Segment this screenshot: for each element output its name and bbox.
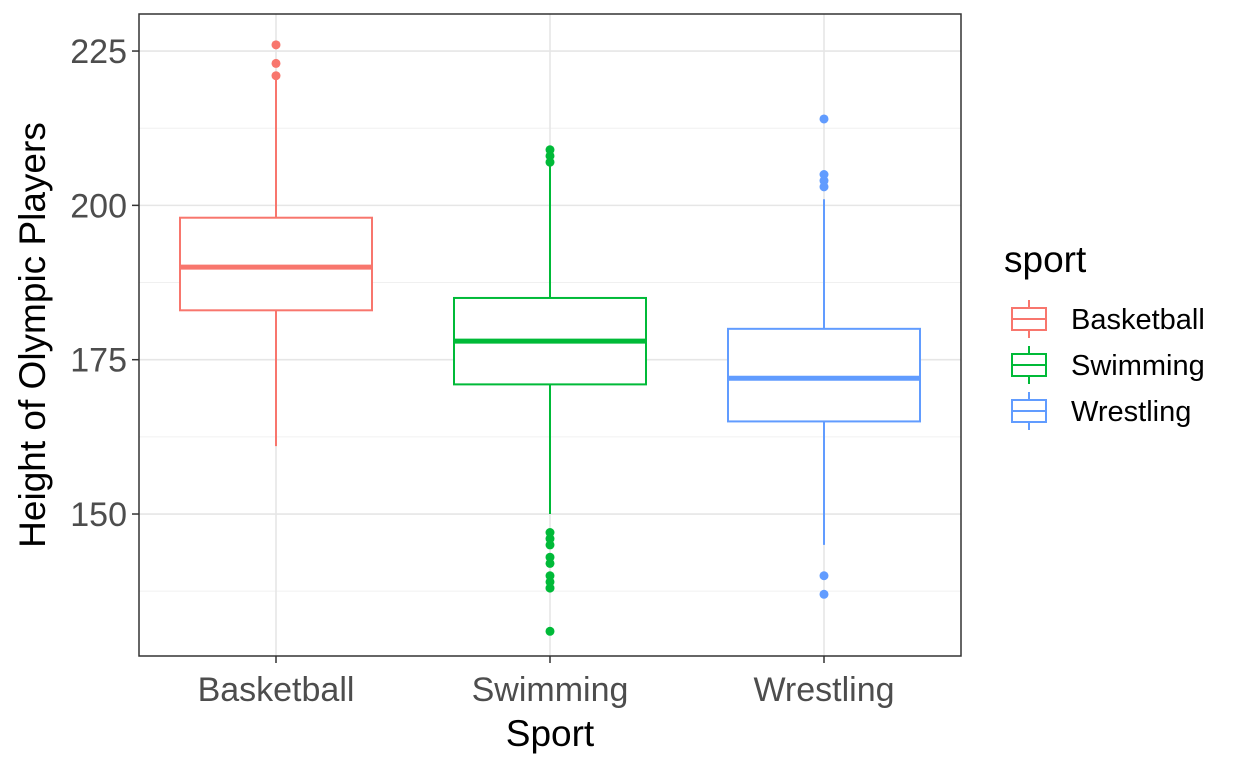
- outlier-point: [545, 540, 555, 550]
- outlier-point: [545, 558, 555, 568]
- y-tick-label: 225: [70, 33, 127, 71]
- axis-layer: 150 175 200 225 Basketball Swimming Wrestling: [70, 33, 894, 709]
- y-axis-title: Height of Olympic Players: [12, 122, 53, 548]
- legend-item-wrestling: Wrestling: [1011, 392, 1191, 430]
- x-tick-label: Basketball: [198, 671, 355, 709]
- outlier-point: [819, 114, 829, 124]
- outlier-point: [819, 182, 829, 192]
- box-wrestling: [727, 114, 921, 599]
- box-basketball: [179, 40, 373, 447]
- x-axis-title: Sport: [506, 713, 595, 754]
- outlier-point: [819, 170, 829, 179]
- outlier-point: [271, 58, 281, 68]
- outlier-point: [819, 571, 829, 581]
- outlier-point: [545, 626, 555, 636]
- x-tick-label: Swimming: [472, 671, 629, 709]
- outlier-point: [545, 528, 555, 538]
- box-layer: [179, 40, 921, 636]
- y-tick-label: 150: [70, 496, 127, 534]
- legend-item-basketball: Basketball: [1011, 300, 1205, 338]
- outlier-point: [819, 176, 829, 186]
- outlier-point: [545, 571, 555, 581]
- y-tick-label: 175: [70, 342, 127, 380]
- legend-label: Wrestling: [1071, 396, 1191, 428]
- legend-title: sport: [1004, 239, 1087, 280]
- outlier-point: [545, 583, 555, 593]
- outlier-point: [545, 552, 555, 562]
- outlier-point: [545, 151, 555, 161]
- legend-label: Basketball: [1071, 304, 1205, 336]
- y-tick-label: 200: [70, 187, 127, 225]
- iqr-box: [179, 216, 373, 312]
- legend-items: Basketball Swimming Wrestling: [1011, 300, 1205, 430]
- legend-label: Swimming: [1071, 350, 1205, 382]
- outlier-point: [545, 534, 555, 544]
- outlier-point: [545, 145, 555, 155]
- outlier-point: [545, 157, 555, 167]
- iqr-box: [727, 327, 921, 423]
- outlier-point: [819, 589, 829, 599]
- legend-item-swimming: Swimming: [1011, 346, 1205, 384]
- outlier-point: [271, 71, 281, 81]
- legend: sport Basketball Swimming Wrestling: [1004, 239, 1205, 430]
- x-tick-label: Wrestling: [753, 671, 894, 709]
- outlier-point: [545, 577, 555, 587]
- box-swimming: [453, 145, 647, 636]
- outlier-point: [271, 40, 281, 50]
